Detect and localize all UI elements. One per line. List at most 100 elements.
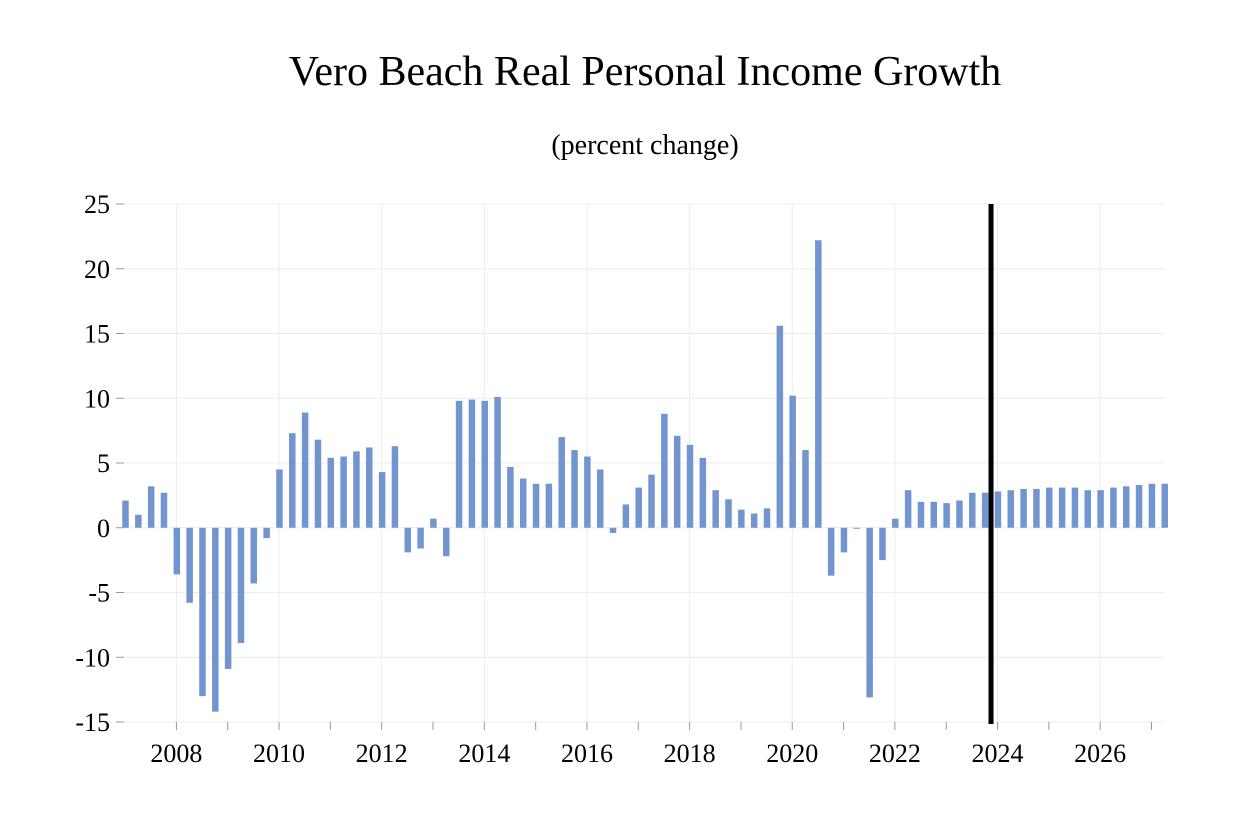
bar [366,447,373,528]
bar [263,527,270,539]
bar [635,487,642,528]
y-tick-label: -5 [88,579,110,608]
bar [378,472,386,528]
bar [314,439,322,528]
bar-series [122,240,1168,712]
bar [122,500,129,528]
chart-subtitle: (percent change) [551,130,739,161]
bar [827,527,835,576]
bar [1097,490,1104,528]
bar [750,513,758,528]
bar [507,466,514,528]
x-tick-label: 2016 [561,739,613,768]
bar [1135,485,1143,528]
bar [1058,487,1066,528]
bar [404,527,412,553]
bar [430,518,437,528]
bar [455,400,463,528]
bar [301,412,309,528]
bar [1122,486,1130,528]
bar [904,490,912,528]
bar [725,499,732,528]
bar [815,240,822,528]
bar [468,399,476,528]
bar [661,413,668,528]
bar [622,504,630,528]
bar [1046,487,1053,528]
bar [994,491,1002,528]
bar [173,527,181,575]
bar [353,451,360,528]
y-tick-label: -15 [75,708,110,737]
bar [776,325,784,528]
x-tick-label: 2022 [869,739,921,768]
x-tick-label: 2008 [150,739,202,768]
gridlines [124,203,1164,723]
x-tick-label: 2024 [972,739,1024,768]
bar [186,527,193,603]
x-tick-label: 2012 [356,739,408,768]
bar [1071,487,1079,528]
bar [289,433,296,528]
y-tick-label: 25 [84,190,110,219]
x-tick-label: 2018 [664,739,716,768]
bar [1084,490,1091,528]
bar [673,435,681,528]
x-tick-label: 2026 [1074,739,1126,768]
bar [609,527,617,533]
bar [519,478,527,528]
bar [250,527,258,584]
y-axis: 25 20 15 10 5 0 -5 -10 -15 [75,190,124,737]
bar [1110,487,1117,528]
bar [532,483,540,528]
bar [789,395,796,528]
bar [417,527,424,549]
bar [892,518,899,528]
bar [160,492,168,528]
bar [571,450,578,528]
y-tick-label: 20 [84,255,110,284]
bar [648,474,655,528]
x-tick-label: 2014 [458,739,510,768]
y-tick-label: 0 [97,514,110,543]
bar [1033,488,1040,528]
bar [943,503,950,528]
bar [956,500,963,528]
bar [1161,483,1168,528]
bar [1020,488,1027,528]
bar [1148,483,1156,528]
bar [866,527,873,698]
bar [981,492,989,528]
chart-title: Vero Beach Real Personal Income Growth [288,49,1002,95]
bar [147,486,155,528]
bar [917,501,925,528]
bar [1007,490,1015,528]
x-tick-label: 2020 [766,739,818,768]
y-tick-label: 5 [97,449,110,478]
bar [212,527,219,712]
bar [135,514,142,528]
bar [558,437,565,528]
bar [840,527,848,553]
bar [763,508,771,528]
bar [699,457,707,528]
bar [584,456,591,528]
bar [712,490,719,528]
bar [930,501,938,528]
bar [879,527,886,561]
y-tick-label: 15 [84,320,110,349]
x-tick-label: 2010 [253,739,305,768]
bar [443,527,450,557]
bar [494,396,501,528]
bar [224,527,232,669]
bar [802,450,809,528]
bar [340,456,347,528]
bar [199,527,206,697]
bar [237,527,245,644]
bar [327,457,335,528]
x-axis: 2008 2010 2012 2014 2016 2018 2020 2022 2024 2026 [150,722,1152,768]
bar [969,492,976,528]
bar [545,483,553,528]
bar [596,469,604,528]
